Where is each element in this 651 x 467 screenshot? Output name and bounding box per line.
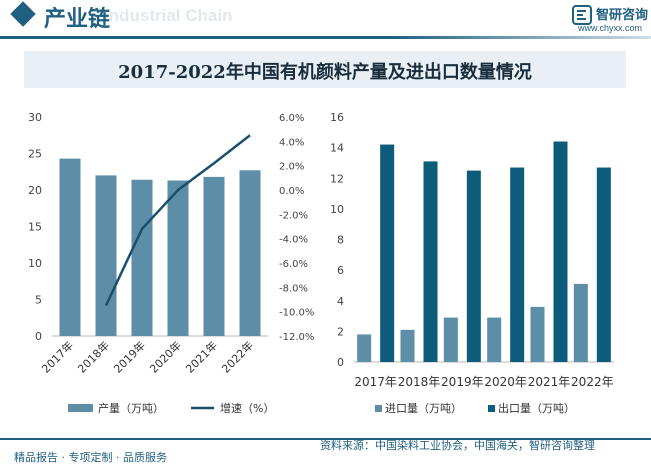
import-bar (443, 317, 458, 362)
import-bar (400, 329, 415, 362)
y-tick-label: 10 (330, 203, 344, 216)
x-tick-label: 2021年 (183, 338, 220, 375)
x-tick-label: 2019年 (441, 375, 484, 389)
page-title: 产业链 (44, 7, 111, 32)
export-bar (423, 161, 438, 362)
source-note: 资料来源：中国染料工业协会，中国海关，智研咨询整理 (320, 439, 595, 452)
y-right-tick-label: -10.0% (279, 308, 314, 319)
y-left-tick-label: 10 (28, 257, 42, 270)
x-tick-label: 2018年 (398, 375, 441, 389)
export-bar (553, 141, 568, 362)
y-tick-label: 0 (337, 356, 344, 369)
x-tick-label: 2018年 (75, 338, 112, 375)
y-tick-label: 12 (330, 172, 344, 185)
header-divider (0, 36, 651, 39)
x-tick-label: 2021年 (528, 375, 571, 389)
chart-title: 2017-2022年中国有机颜料产量及进出口数量情况 (118, 62, 532, 83)
legend-label-growth: 增速（%） (220, 401, 274, 415)
y-right-tick-label: 6.0% (279, 113, 304, 124)
y-right-tick-label: 0.0% (279, 186, 304, 197)
x-tick-label: 2017年 (354, 375, 397, 389)
y-tick-label: 16 (330, 111, 344, 124)
legend-swatch-import (375, 405, 382, 412)
logo-icon (572, 5, 592, 25)
x-tick-label: 2020年 (147, 338, 184, 375)
y-left-tick-label: 15 (28, 221, 42, 234)
brand-logo: 智研咨询 www.chyxx.com (572, 4, 649, 34)
x-tick-label: 2020年 (484, 375, 527, 389)
import-bar (357, 334, 372, 362)
y-right-tick-label: -4.0% (279, 235, 308, 246)
logo-url: www.chyxx.com (578, 23, 643, 33)
x-tick-label: 2022年 (571, 375, 614, 389)
production-bar (203, 176, 225, 336)
y-right-tick-label: -8.0% (279, 283, 308, 294)
chart-title-bar: 2017-2022年中国有机颜料产量及进出口数量情况 (24, 51, 626, 88)
import-bar (487, 317, 502, 362)
y-right-tick-label: -2.0% (279, 210, 308, 221)
production-bar (59, 158, 81, 336)
footer-divider (0, 438, 651, 440)
y-left-tick-label: 5 (35, 294, 42, 307)
logo-name: 智研咨询 (596, 8, 649, 23)
production-bar (131, 179, 153, 336)
export-bar (380, 144, 395, 362)
legend-swatch-export (488, 405, 495, 412)
y-left-tick-label: 25 (28, 148, 42, 161)
import-bar (573, 283, 588, 362)
import-bar (530, 306, 545, 362)
legend-label-export: 出口量（万吨） (498, 401, 575, 415)
header: Industrial Chain 产业链 智研咨询 www.chyxx.com (0, 0, 651, 39)
y-right-tick-label: 2.0% (279, 162, 304, 173)
y-tick-label: 14 (330, 142, 344, 155)
production-bar (95, 175, 117, 336)
y-left-tick-label: 30 (28, 111, 42, 124)
y-right-tick-label: -6.0% (279, 259, 308, 270)
x-tick-label: 2017年 (39, 338, 76, 375)
y-right-tick-label: 4.0% (279, 137, 304, 148)
y-left-tick-label: 20 (28, 184, 42, 197)
y-tick-label: 4 (337, 295, 344, 308)
export-bar (596, 167, 611, 362)
production-bar (239, 170, 261, 336)
production-bar (167, 180, 189, 336)
y-tick-label: 8 (337, 234, 344, 247)
y-left-tick-label: 0 (35, 330, 42, 343)
y-tick-label: 6 (337, 264, 344, 277)
header-watermark: Industrial Chain (104, 6, 233, 25)
footer-slogan: 精品报告 · 专项定制 · 品质服务 (14, 451, 167, 464)
x-tick-label: 2019年 (111, 338, 148, 375)
export-bar (510, 167, 525, 362)
x-tick-label: 2022年 (219, 338, 256, 375)
y-right-tick-label: -12.0% (279, 332, 314, 343)
legend-label-production: 产量（万吨） (98, 401, 164, 415)
export-bar (466, 170, 481, 362)
legend-label-import: 进口量（万吨） (385, 402, 462, 415)
y-tick-label: 2 (337, 325, 344, 338)
legend-swatch-production (68, 404, 93, 412)
